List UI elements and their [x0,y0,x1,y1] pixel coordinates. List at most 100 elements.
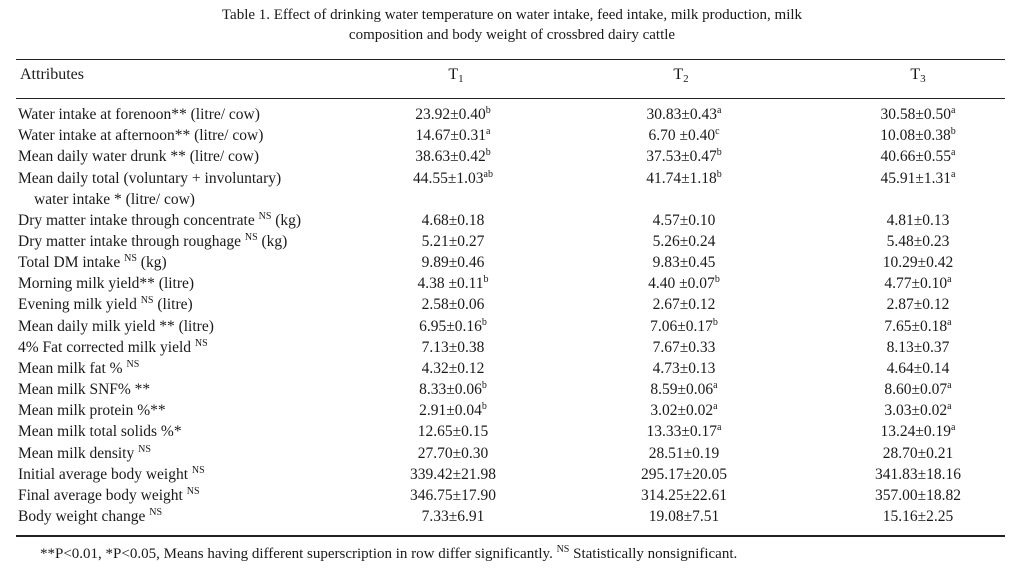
attribute-sup: NS [149,507,163,519]
cell-t2: 4.40 ±0.07b [648,273,720,294]
cell-t3: 4.77±0.10a [884,273,951,294]
row-attribute: Mean milk SNF% ** [18,379,150,400]
footnote-text-1: **P<0.01, *P<0.05, Means having differen… [40,546,557,562]
attribute-text: Dry matter intake through roughage [18,232,245,250]
cell-t1: 9.89±0.46 [422,252,485,273]
cell-value: 23.92±0.40 [415,106,486,123]
header-t3: T3 [910,66,925,85]
caption-line-1: Table 1. Effect of drinking water temper… [221,7,803,23]
attribute-sup: NS [186,486,200,497]
cell-t2: 314.25±22.61 [641,485,727,506]
row-attribute: Final average body weight NS [18,485,200,506]
cell-value: 27.70±0.30 [417,444,489,462]
cell-superscript: b [481,380,487,392]
attribute-text: Total DM intake [18,253,125,271]
attribute-text: Mean milk total solids %* [18,423,182,441]
cell-t1: 23.92±0.40b [415,104,491,125]
cell-t3: 3.03±0.02a [884,400,951,421]
attribute-sup: NS [126,358,140,370]
cell-value: 2.67±0.12 [652,296,716,314]
cell-superscript: a [951,105,956,116]
cell-value: 14.67±0.31 [415,127,487,145]
cell-superscript: a [947,380,952,392]
cell-value: 2.87±0.12 [886,296,950,314]
cell-t3: 10.29±0.42 [883,252,954,273]
header-rule [16,98,1005,99]
cell-value: 15.16±2.25 [882,508,954,526]
cell-t3: 341.83±18.16 [875,464,961,485]
attribute-text: Mean milk protein %** [18,402,166,420]
table-row: Final average body weight NS 346.75±17.90… [0,485,1024,506]
table-row: Mean milk SNF% ** 8.33±0.06b 8.59±0.06a 8.6… [0,379,1024,400]
top-rule [16,59,1005,60]
attribute-sup: NS [138,443,151,455]
cell-superscript: c [715,126,720,138]
cell-t2: 9.83±0.45 [653,252,716,273]
cell-value: 2.91±0.04 [419,402,482,420]
cell-superscript: a [951,422,956,434]
cell-t1: 12.65±0.15 [418,421,489,442]
cell-value: 13.33±0.17 [646,423,718,441]
cell-t1: 339.42±21.98 [410,464,496,485]
attribute-unit: (kg) [257,232,288,250]
cell-value: 10.08±0.38 [880,127,951,145]
cell-t3: 2.87±0.12 [887,294,950,315]
header-t2-sub: 2 [683,73,689,85]
cell-t2: 295.17±20.05 [641,464,727,485]
cell-value: 6.70 ±0.40 [648,127,716,145]
table-row: Mean milk protein %** 2.91±0.04b 3.02±0.02… [0,400,1024,421]
cell-superscript: b [485,147,491,159]
attribute-sup: NS [124,252,137,264]
table-body: Water intake at forenoon** (litre/ cow) 2… [0,104,1024,527]
header-t1-letter: T [448,66,459,83]
cell-superscript: b [716,168,722,180]
header-t3-sub: 3 [920,73,926,85]
attribute-text: Mean daily total (voluntary + involuntar… [18,169,282,187]
cell-value: 4.40 ±0.07 [648,275,715,293]
row-attribute: Water intake at forenoon** (litre/ cow) [18,104,260,125]
row-attribute: Water intake at afternoon** (litre/ cow) [18,125,263,146]
attribute-sup: NS [258,210,272,222]
row-attribute: Total DM intake NS (kg) [18,252,167,273]
cell-superscript: a [486,126,491,138]
cell-t2: 19.08±7.51 [649,506,720,527]
cell-t1: 7.33±6.91 [422,506,485,527]
table-caption: Table 1. Effect of drinking water temper… [0,5,1024,45]
cell-t2: 4.73±0.13 [653,358,716,379]
cell-superscript: b [481,401,487,413]
cell-value: 4.81±0.13 [886,211,950,229]
cell-t3: 28.70±0.21 [883,443,954,464]
cell-value: 295.17±20.05 [640,465,728,483]
attribute-unit: (kg) [136,253,167,271]
cell-superscript: b [714,274,720,286]
cell-value: 12.65±0.15 [417,423,489,441]
cell-t1: 2.91±0.04b [419,400,487,421]
row-attribute: 4% Fat corrected milk yield NS [18,337,208,358]
header-t2: T2 [673,66,688,85]
table-row: Body weight change NS 7.33±6.91 19.08±7.51… [0,506,1024,527]
cell-t2: 7.67±0.33 [653,337,716,358]
row-attribute: Mean milk fat % NS [18,358,139,379]
cell-t1: 2.58±0.06 [422,294,485,315]
cell-superscript: a [947,401,952,413]
cell-superscript: a [717,422,722,434]
cell-t1: 4.68±0.18 [422,210,485,231]
row-attribute: Mean milk density NS [18,443,151,464]
cell-value: 40.66±0.55 [880,148,952,166]
cell-superscript: a [951,168,956,180]
cell-value: 7.67±0.33 [652,338,716,356]
cell-value: 19.08±7.51 [648,508,720,526]
cell-t3: 10.08±0.38b [880,125,956,146]
attribute-continuation: water intake * (litre/ cow) [34,190,195,208]
attribute-sup: NS [140,295,154,307]
cell-t3: 45.91±1.31a [881,168,956,189]
attribute-text: Initial average body weight [18,465,192,483]
cell-value: 5.26±0.24 [652,232,716,250]
cell-value: 4.73±0.13 [652,359,716,377]
caption-line-2: composition and body weight of crossbred… [348,27,676,43]
cell-superscript: a [713,401,718,413]
attribute-text: Mean milk SNF% ** [18,381,151,399]
attribute-unit: (litre) [153,296,193,314]
table-row: Total DM intake NS (kg) 9.89±0.46 9.83±0.4… [0,252,1024,273]
